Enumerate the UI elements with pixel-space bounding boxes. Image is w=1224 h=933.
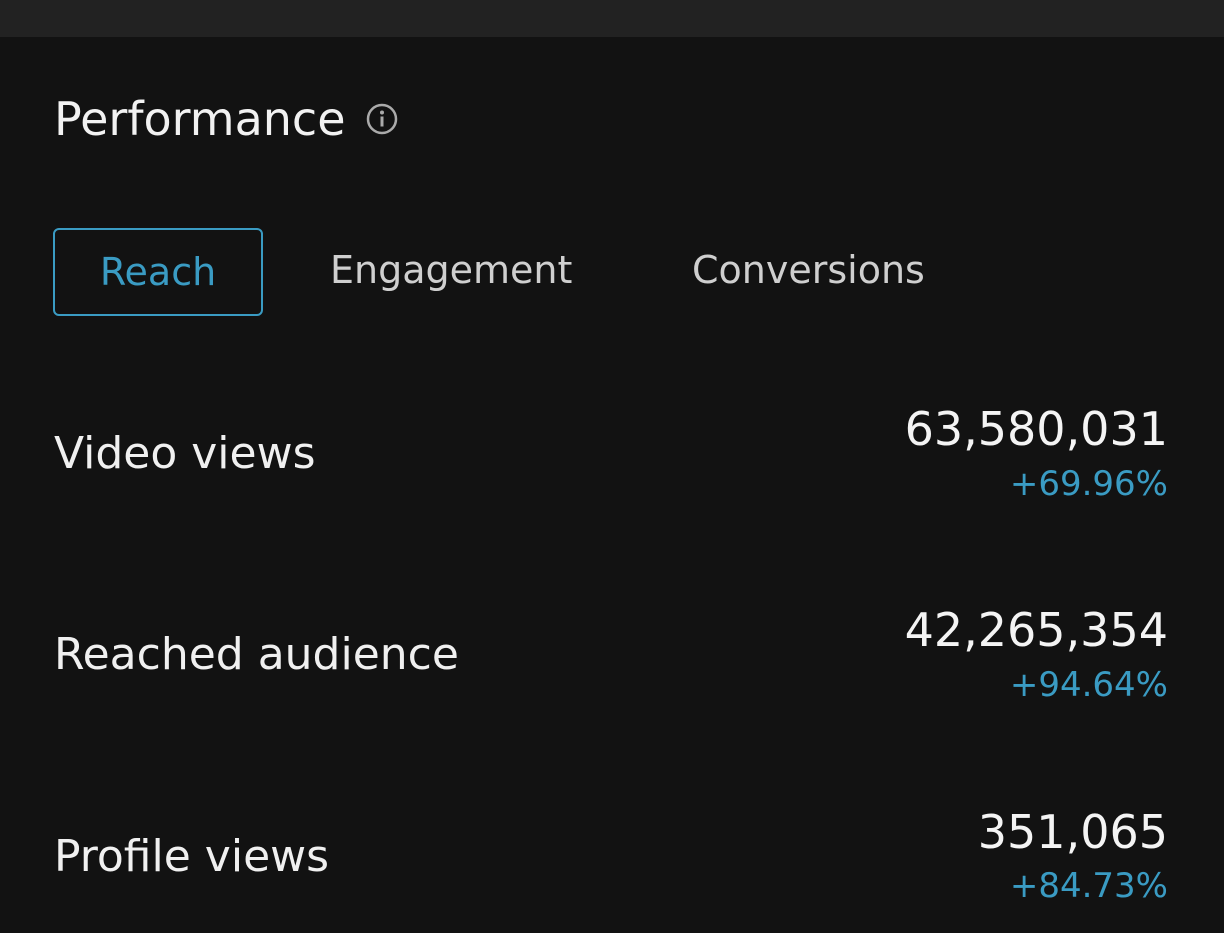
info-icon[interactable] (366, 103, 398, 135)
metric-label: Profile views (54, 831, 330, 882)
metric-label: Reached audience (54, 629, 459, 680)
metric-value: 42,265,354 (904, 603, 1168, 657)
metric-value: 63,580,031 (904, 402, 1168, 456)
metric-label: Video views (54, 428, 316, 479)
metric-change: +69.96% (1009, 464, 1168, 504)
metric-value: 351,065 (977, 805, 1168, 859)
metric-change: +84.73% (1009, 866, 1168, 906)
tab[interactable]: Conversions (692, 248, 925, 292)
tab[interactable]: Engagement (330, 248, 573, 292)
section-title: Performance (54, 92, 346, 146)
tab[interactable]: Reach (53, 228, 263, 316)
top-bar (0, 0, 1224, 37)
metric-change: +94.64% (1009, 665, 1168, 705)
